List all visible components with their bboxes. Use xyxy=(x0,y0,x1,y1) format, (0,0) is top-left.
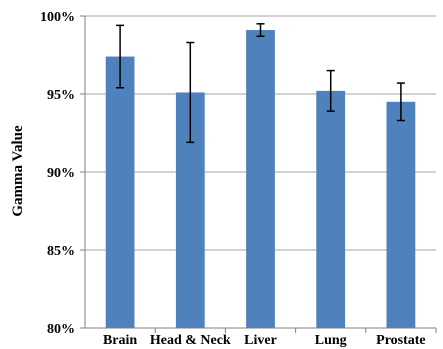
error-bars xyxy=(116,23,405,144)
y-tick-label: 80% xyxy=(47,322,75,337)
y-tick-label: 95% xyxy=(47,88,75,103)
y-tick-label: 85% xyxy=(47,244,75,259)
bar xyxy=(105,56,135,329)
y-tick-labels: 80% 85% 90% 95% 100% xyxy=(40,10,75,337)
y-tick-label: 100% xyxy=(40,10,75,25)
axes xyxy=(80,15,437,333)
bar xyxy=(246,30,275,328)
x-tick-labels: Brain Head & Neck Liver Lung Prostate xyxy=(103,333,426,348)
bars xyxy=(105,30,416,329)
x-tick-label: Head & Neck xyxy=(150,333,231,348)
x-tick-label: Brain xyxy=(103,333,137,348)
x-tick-label: Prostate xyxy=(376,333,426,348)
y-axis-title: Gamma Value xyxy=(10,125,26,217)
bar xyxy=(386,101,416,328)
x-tick-label: Liver xyxy=(244,333,277,348)
x-tick-label: Lung xyxy=(315,333,347,348)
bar xyxy=(316,90,346,328)
y-tick-label: 90% xyxy=(47,166,75,181)
